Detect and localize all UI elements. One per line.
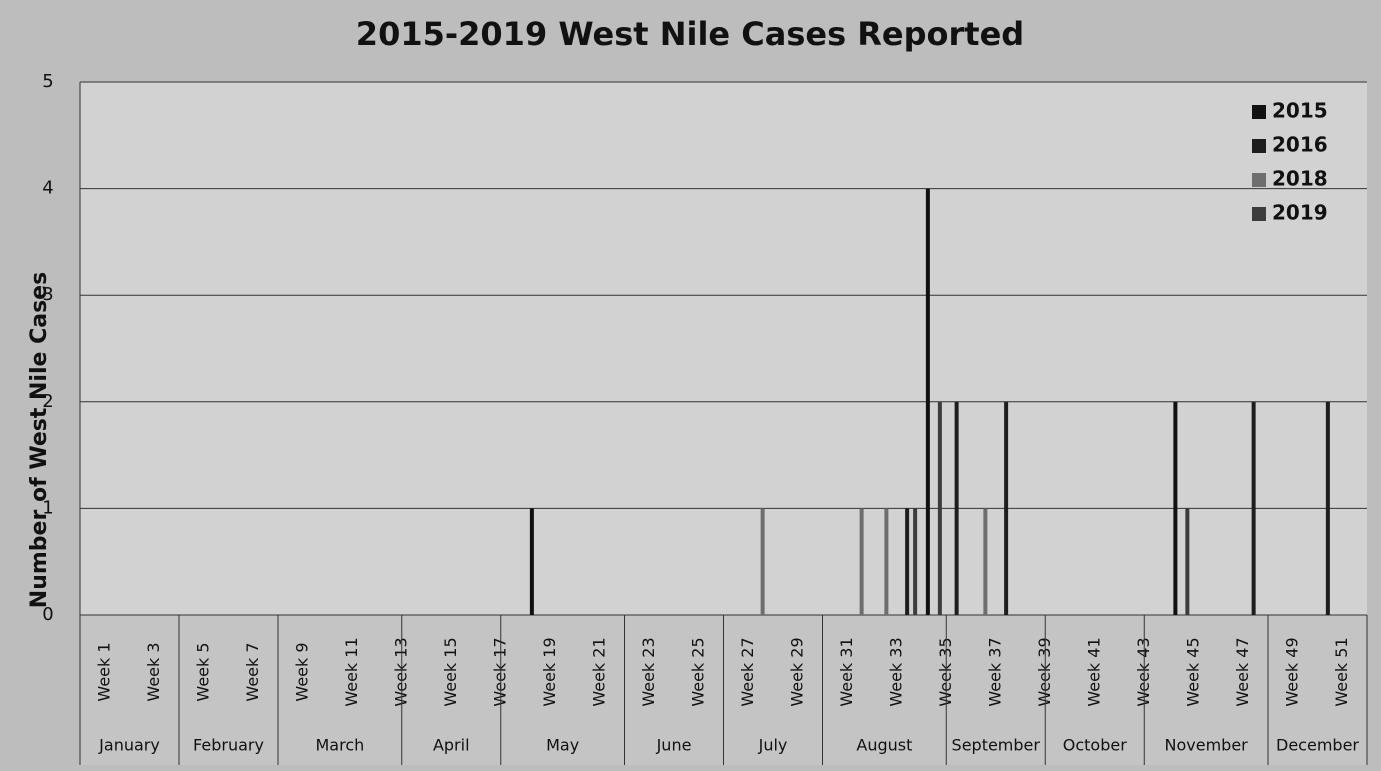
- month-label: August: [856, 736, 912, 755]
- bar: [905, 508, 910, 615]
- x-tick-label: Week 33: [886, 637, 905, 706]
- x-tick-label: Week 5: [193, 642, 212, 701]
- month-label: January: [98, 736, 160, 755]
- legend-label: 2018: [1272, 167, 1328, 191]
- month-label: October: [1063, 736, 1127, 755]
- x-tick-label: Week 11: [342, 637, 361, 706]
- bar: [884, 508, 889, 615]
- y-tick-label: 5: [42, 71, 53, 92]
- x-tick-label: Week 45: [1183, 637, 1202, 706]
- x-tick-label: Week 25: [688, 637, 707, 706]
- chart-title: 2015-2019 West Nile Cases Reported: [356, 15, 1024, 53]
- month-label: February: [193, 736, 264, 755]
- x-tick-label: Week 3: [144, 642, 163, 701]
- y-axis-label: Number of West Nile Cases: [27, 272, 52, 608]
- x-tick-label: Week 41: [1084, 637, 1103, 706]
- legend-label: 2019: [1272, 201, 1328, 225]
- month-label: November: [1165, 736, 1249, 755]
- x-tick-label: Week 23: [639, 637, 658, 706]
- x-tick-label: Week 17: [490, 637, 509, 706]
- bar: [925, 188, 930, 615]
- bar: [983, 508, 988, 615]
- x-tick-label: Week 43: [1134, 637, 1153, 706]
- month-label: March: [315, 736, 364, 755]
- x-tick-label: Week 15: [441, 637, 460, 706]
- legend-swatch: [1252, 139, 1266, 153]
- legend-swatch: [1252, 105, 1266, 119]
- legend-swatch: [1252, 207, 1266, 221]
- bar: [1004, 401, 1009, 615]
- bar: [1185, 508, 1190, 615]
- y-tick-label: 3: [42, 284, 53, 305]
- x-tick-label: Week 47: [1233, 637, 1252, 706]
- month-label: December: [1276, 736, 1359, 755]
- bar: [1251, 401, 1256, 615]
- x-tick-label: Week 1: [94, 642, 113, 701]
- x-tick-label: Week 7: [243, 642, 262, 701]
- x-tick-label: Week 13: [391, 637, 410, 706]
- x-tick-label: Week 31: [837, 637, 856, 706]
- x-tick-label: Week 51: [1332, 637, 1351, 706]
- x-tick-label: Week 49: [1282, 637, 1301, 706]
- x-tick-label: Week 35: [936, 637, 955, 706]
- month-label: May: [546, 736, 579, 755]
- y-tick-label: 2: [42, 391, 53, 412]
- legend-label: 2015: [1272, 99, 1328, 123]
- x-tick-label: Week 29: [787, 637, 806, 706]
- bar: [529, 508, 534, 615]
- bar: [937, 401, 942, 615]
- x-tick-label: Week 39: [1035, 637, 1054, 706]
- plot-area: [80, 82, 1367, 615]
- y-tick-label: 1: [42, 497, 53, 518]
- y-tick-label: 4: [42, 178, 53, 199]
- legend-swatch: [1252, 173, 1266, 187]
- bar: [760, 508, 765, 615]
- y-tick-label: 0: [42, 604, 53, 625]
- legend-label: 2016: [1272, 133, 1328, 157]
- month-label: September: [952, 736, 1041, 755]
- month-label: July: [758, 736, 788, 755]
- bar: [1325, 401, 1330, 615]
- month-label: June: [656, 736, 692, 755]
- x-tick-label: Week 19: [540, 637, 559, 706]
- x-tick-label: Week 21: [589, 637, 608, 706]
- x-tick-label: Week 9: [292, 642, 311, 701]
- bar: [1173, 401, 1178, 615]
- x-tick-label: Week 27: [738, 637, 757, 706]
- bar: [859, 508, 864, 615]
- month-label: April: [433, 736, 470, 755]
- bar: [954, 401, 959, 615]
- bar: [913, 508, 918, 615]
- x-tick-label: Week 37: [985, 637, 1004, 706]
